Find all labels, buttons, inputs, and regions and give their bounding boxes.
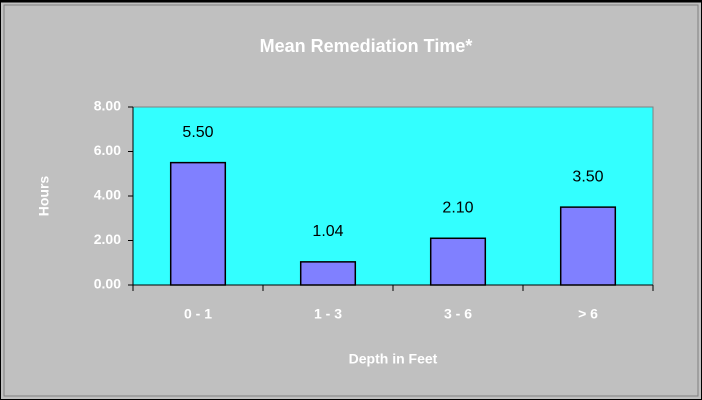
data-label: 2.10 (442, 199, 473, 216)
data-label: 3.50 (572, 168, 603, 185)
bar (429, 237, 487, 286)
x-tick-label: > 6 (578, 306, 598, 322)
x-tick-label: 3 - 6 (444, 306, 472, 322)
bar (169, 161, 227, 286)
y-tick-label: 6.00 (94, 142, 121, 158)
chart-title: Mean Remediation Time* (260, 36, 473, 56)
bar (559, 206, 617, 286)
y-axis-title: Hours (36, 176, 52, 217)
x-axis-title: Depth in Feet (349, 351, 438, 367)
y-tick-label: 0.00 (94, 276, 121, 292)
x-tick-label: 0 - 1 (184, 306, 212, 322)
bar (299, 261, 357, 286)
y-tick-label: 2.00 (94, 231, 121, 247)
x-tick-label: 1 - 3 (314, 306, 342, 322)
data-label: 5.50 (182, 124, 213, 141)
y-tick-label: 8.00 (94, 98, 121, 114)
data-label: 1.04 (312, 223, 343, 240)
inner-border (3, 4, 699, 397)
y-tick-label: 4.00 (94, 187, 121, 203)
